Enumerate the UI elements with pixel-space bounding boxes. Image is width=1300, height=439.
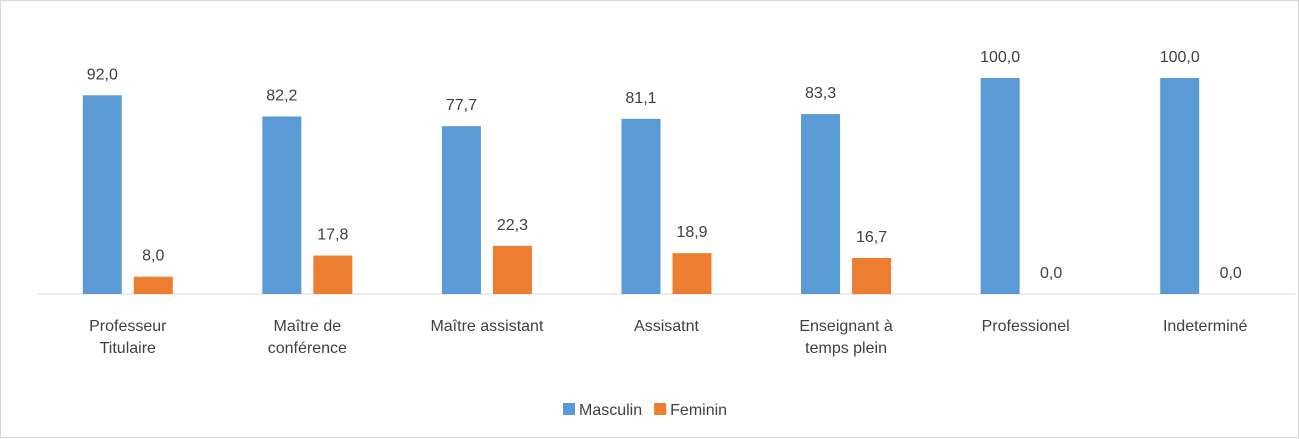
bar (492, 245, 532, 294)
bar (672, 253, 712, 294)
data-label: 92,0 (87, 66, 118, 83)
bar (980, 78, 1020, 294)
data-label: 0,0 (1220, 265, 1242, 282)
data-label: 100,0 (980, 49, 1020, 66)
data-label: 17,8 (317, 227, 348, 244)
bar (82, 95, 122, 294)
x-tick-label: Enseignant à temps plein (799, 318, 893, 357)
bar (852, 257, 892, 294)
bar (313, 255, 353, 294)
bar (801, 114, 841, 295)
data-label: 0,0 (1040, 265, 1062, 282)
data-label: 83,3 (805, 85, 836, 102)
legend-swatch (563, 403, 575, 415)
data-label: 18,9 (676, 224, 707, 241)
data-label: 82,2 (266, 87, 297, 104)
bar (262, 116, 302, 294)
data-label: 77,7 (446, 97, 477, 114)
x-tick-label: Assisatnt (634, 318, 699, 335)
bar (133, 276, 173, 294)
data-label: 100,0 (1160, 49, 1200, 66)
data-label: 81,1 (625, 90, 656, 107)
legend-swatch (654, 403, 667, 415)
x-tick-label: Professeur Titulaire (89, 318, 167, 357)
bar (441, 126, 481, 294)
bar (1160, 78, 1200, 294)
data-label: 8,0 (142, 248, 164, 265)
x-tick-label: Professionel (981, 318, 1070, 335)
legend-label: Masculin (579, 402, 642, 419)
x-tick-label: Indeterminé (1162, 318, 1248, 335)
legend-label: Feminin (670, 402, 727, 419)
x-tick-label: Maître de conférence (267, 318, 347, 357)
data-label: 22,3 (497, 217, 528, 234)
x-tick-label: Maître assistant (430, 318, 544, 335)
data-label: 16,7 (856, 229, 887, 246)
bar (621, 118, 661, 294)
